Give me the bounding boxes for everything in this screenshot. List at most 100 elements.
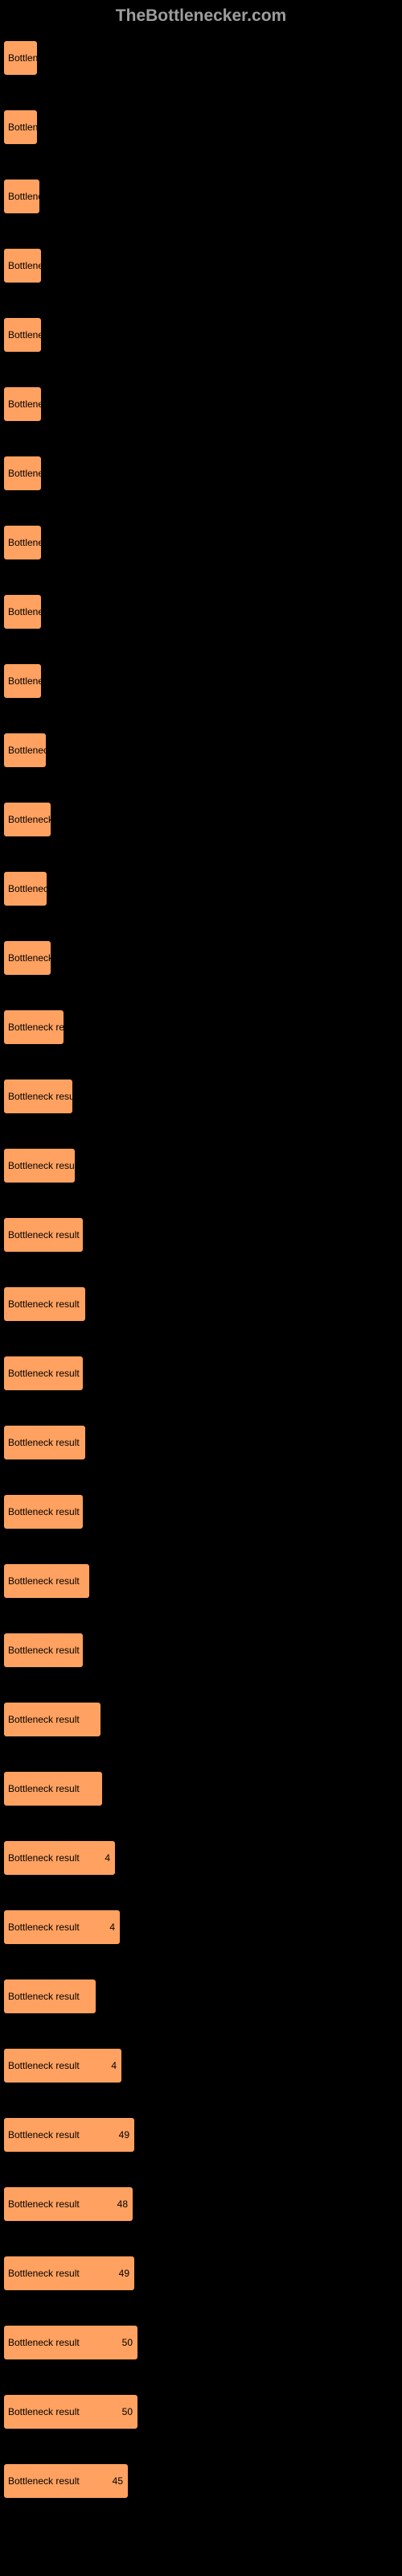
bar-label: Bottlene [8,52,38,64]
bar: Bottleneck result 4 [3,1909,121,1945]
bar-row: Bottleneck result 4 [3,1909,399,1948]
bar-label: Bottlenec [8,537,42,548]
bar-row: Bottleneck [3,871,399,910]
bar-value-label: 4 [111,2060,117,2071]
bar-row: Bottleneck resu [3,1009,399,1048]
bar-row: Bottleneck result 4 [3,2048,399,2087]
bar: Bottleneck result [3,1425,86,1460]
bar: Bottleneck result 49 [3,2256,135,2291]
bar-row: Bottleneck result4 [3,1840,399,1879]
bar-row: Bottleneck result [3,1979,399,2017]
bar-label: Bottleneck result [8,2060,80,2071]
bar-row: Bottleneck result 45 [3,2463,399,2502]
bar: Bottleneck result [3,1563,90,1599]
bar-label: Bottleneck result [8,2268,80,2279]
bar-label: Bottleneck result [8,1298,80,1310]
bar-row: Bottleneck result [3,1563,399,1602]
bar-label: Bottleneck result [8,1575,80,1587]
bar-row: Bottleneck r [3,802,399,840]
bar-row: Bottlenec [3,456,399,494]
bar: Bottlene [3,109,38,145]
bar-label: Bottlenec [8,675,42,687]
bar-label: Bottleneck r [8,814,51,825]
bar-label: Bottleneck [8,883,47,894]
bar: Bottlenec [3,663,42,699]
bar-value-label: 45 [113,2475,123,2487]
bar: Bottleneck result 45 [3,2463,129,2499]
bar-label: Bottleneck result [8,1645,80,1656]
bar: Bottleneck result [3,1494,84,1530]
bar-value-label: 50 [122,2406,133,2417]
bar-row: Bottleneck result [3,1702,399,1740]
bar: Bottleneck result [3,1148,76,1183]
bar-row: Bottleneck result [3,1217,399,1256]
bar-row: Bottleneck r [3,940,399,979]
bar-label: Bottleneck result [8,2475,80,2487]
bar-label: Bottlenec [8,260,42,271]
bar: Bottlenec [3,179,40,214]
bar-label: Bottleneck result [8,1922,80,1933]
bar-label: Bottleneck result [8,1229,80,1241]
bar: Bottleneck r [3,802,51,837]
bar-row: Bottleneck result [3,1494,399,1533]
bar-row: Bottleneck result [3,1148,399,1187]
bar-row: Bottleneck result 49 [3,2256,399,2294]
bar: Bottleneck r [3,940,51,976]
bar-row: Bottleneck result [3,1356,399,1394]
bar-label: Bottlenec [8,606,42,617]
bar: Bottleneck result 50 [3,2394,138,2429]
bar-row: Bottleneck result [3,1079,399,1117]
bar-row: Bottleneck result [3,1633,399,1671]
bar-label: Bottleneck r [8,952,51,964]
bar-row: Bottlenec [3,317,399,356]
bar: Bottleneck result 50 [3,2325,138,2360]
bar: Bottleneck result [3,1356,84,1391]
bar-label: Bottleneck result [8,2129,80,2140]
bar-row: Bottlene [3,109,399,148]
bottleneck-horizontal-bar-chart: Bottlene Bottlene Bottlenec Bottlenec Bottle… [0,40,402,2502]
bar: Bottleneck result [3,1702,101,1737]
bar: Bottleneck result [3,1771,103,1806]
bar-label: Bottleneck resu [8,1022,64,1033]
bar: Bottlenec [3,317,42,353]
bar-label: Bottleneck result [8,1783,80,1794]
bar-row: Bottlenec [3,248,399,287]
bar-label: Bottleneck result [8,2337,80,2348]
bar-value-label: 48 [117,2198,128,2210]
bar: Bottleneck result48 [3,2186,133,2222]
bar: Bottleneck result [3,1286,86,1322]
bar-label: Bottleneck result [8,2406,80,2417]
bar-label: Bottleneck result [8,1714,80,1725]
bar-row: Bottlenec [3,663,399,702]
bar-row: Bottleneck result [3,1771,399,1810]
bar-row: Bottleneck result 50 [3,2325,399,2363]
bar: Bottleneck [3,733,47,768]
bar-label: Bottleneck result [8,1852,80,1864]
bar: Bottlenec [3,594,42,630]
bar: Bottleneck result 4 [3,2048,122,2083]
bar: Bottleneck result [3,1633,84,1668]
bar-value-label: 50 [122,2337,133,2348]
bar-label: Bottleneck result [8,1991,80,2002]
bar: Bottlene [3,40,38,76]
bar-label: Bottleneck result [8,1160,76,1171]
site-header: TheBottlenecker.com [0,0,402,40]
bar: Bottleneck result [3,1217,84,1253]
bar: Bottleneck result [3,1979,96,2014]
bar: Bottlenec [3,248,42,283]
bar-row: Bottleneck result [3,1425,399,1463]
bar: Bottlenec [3,525,42,560]
bar-row: Bottleneck result48 [3,2186,399,2225]
bar: Bottlenec [3,386,42,422]
bar-row: Bottleneck result [3,1286,399,1325]
bar-value-label: 4 [109,1922,115,1933]
bar-label: Bottleneck result [8,1368,80,1379]
bar-label: Bottleneck [8,745,47,756]
bar: Bottleneck [3,871,47,906]
bar-value-label: 49 [119,2268,129,2279]
bar: Bottleneck result [3,1079,73,1114]
bar: Bottleneck resu [3,1009,64,1045]
bar-label: Bottleneck result [8,1091,73,1102]
bar-label: Bottlenec [8,468,42,479]
bar-row: Bottlenec [3,179,399,217]
